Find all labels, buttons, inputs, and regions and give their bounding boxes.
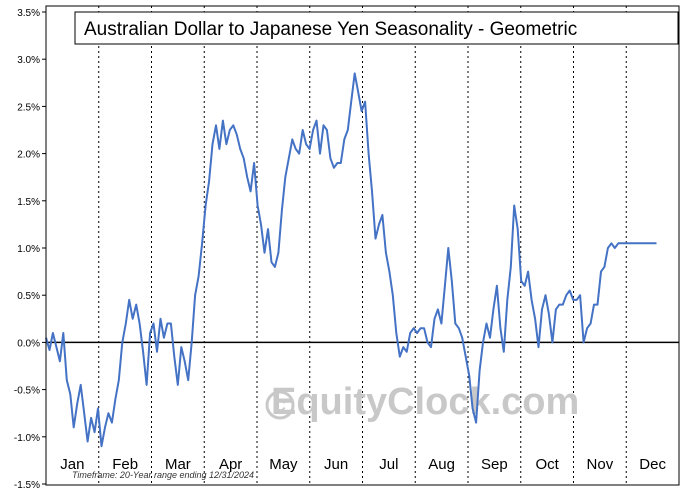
- x-tick-label: Dec: [639, 456, 666, 473]
- x-tick-label: Jan: [60, 456, 84, 473]
- x-tick-label: May: [269, 456, 298, 473]
- svg-text:C: C: [274, 398, 286, 415]
- grid-layer: [46, 6, 679, 485]
- y-axis: 3.5% 3.0% 2.5% 2.0% 1.5% 1.0% 0.5% 0.0% -0.5% -1.…: [14, 8, 46, 491]
- y-tick-label: -0.5%: [14, 386, 40, 397]
- x-tick-label: Oct: [535, 456, 559, 473]
- watermark-logo: C: [265, 390, 295, 420]
- x-tick-label: Apr: [219, 456, 242, 473]
- watermark-text: EquityClock.com: [271, 381, 579, 423]
- y-tick-label: 3.0%: [17, 55, 40, 66]
- y-tick-label: -1.0%: [14, 433, 40, 444]
- y-tick-label: 1.5%: [17, 197, 40, 208]
- x-tick-label: Jun: [324, 456, 348, 473]
- y-tick-label: 2.0%: [17, 150, 40, 161]
- chart-title: Australian Dollar to Japanese Yen Season…: [84, 19, 577, 40]
- y-tick-label: 2.5%: [17, 102, 40, 113]
- x-tick-label: Feb: [112, 456, 138, 473]
- y-tick-label: -1.5%: [14, 480, 40, 491]
- timeframe-footnote: Timeframe: 20-Year range ending 12/31/20…: [72, 470, 254, 480]
- x-tick-label: Jul: [379, 456, 398, 473]
- x-axis: Jan Feb Mar Apr May Jun Jul Aug Sep Oct Nov Dec: [60, 456, 666, 473]
- x-tick-label: Mar: [165, 456, 191, 473]
- series-line: [45, 72, 657, 448]
- y-tick-label: 1.0%: [17, 244, 40, 255]
- y-tick-label: 3.5%: [17, 8, 40, 19]
- y-tick-label: 0.0%: [17, 338, 40, 349]
- title-box: [74, 11, 679, 45]
- y-tick-label: 0.5%: [17, 291, 40, 302]
- x-tick-label: Nov: [587, 456, 614, 473]
- x-tick-label: Sep: [481, 456, 508, 473]
- x-tick-label: Aug: [428, 456, 455, 473]
- plot-frame: [45, 5, 680, 486]
